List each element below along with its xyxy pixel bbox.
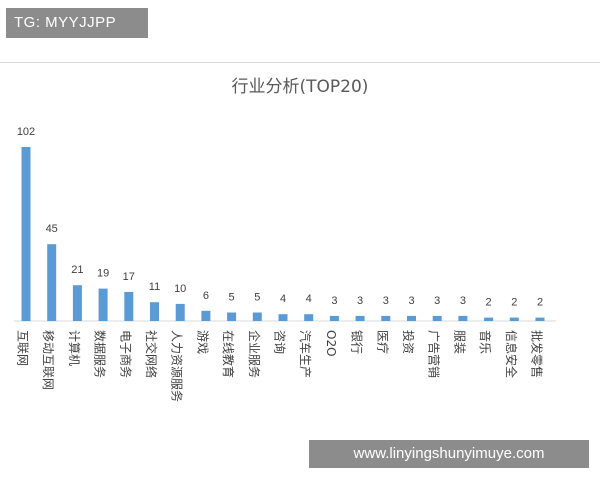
data-label-4: 17	[123, 271, 135, 283]
data-label-16: 3	[434, 295, 440, 307]
data-label-9: 5	[254, 292, 260, 304]
category-label-19: 信息安全	[504, 330, 519, 378]
bar-6	[175, 303, 185, 321]
data-label-18: 2	[486, 297, 492, 309]
category-label-3: 数据服务	[93, 330, 108, 378]
data-label-14: 3	[383, 295, 389, 307]
category-label-4: 电子商务	[118, 330, 133, 378]
chart-title: 行业分析(TOP20)	[232, 77, 369, 97]
category-label-5: 社交网络	[144, 330, 159, 378]
bar-20	[535, 317, 545, 321]
bar-10	[278, 314, 288, 321]
bar-4	[124, 292, 134, 321]
category-label-11: 汽车生产	[298, 330, 313, 378]
data-label-6: 10	[174, 283, 186, 295]
bar-12	[329, 315, 339, 321]
category-label-18: 音乐	[478, 330, 493, 354]
category-label-10: 咨询	[273, 330, 288, 354]
data-label-8: 5	[229, 292, 235, 304]
bar-1	[47, 244, 57, 321]
data-label-17: 3	[460, 295, 466, 307]
data-label-12: 3	[331, 295, 337, 307]
bar-8	[227, 312, 237, 321]
category-label-16: 广告营销	[427, 330, 441, 378]
category-label-20: 批发零售	[530, 330, 545, 378]
data-label-3: 19	[97, 268, 109, 280]
bar-13	[355, 315, 365, 321]
bar-2	[72, 285, 82, 321]
bars-group	[21, 147, 545, 321]
category-label-0: 互联网	[16, 330, 30, 366]
data-label-2: 21	[71, 264, 83, 276]
bar-5	[150, 302, 159, 321]
data-label-11: 4	[306, 293, 312, 305]
data-label-15: 3	[408, 295, 414, 307]
category-label-8: 在线教育	[221, 330, 236, 378]
data-label-0: 102	[17, 126, 35, 138]
category-label-7: 游戏	[195, 330, 209, 354]
data-labels-group: 102 45 21 19 17 11 10 6 5 5 4 4 3 3 3 3 3 3 2 2 2	[17, 126, 543, 309]
bar-18	[484, 317, 494, 321]
category-label-17: 服装	[452, 330, 466, 354]
data-label-13: 3	[357, 295, 363, 307]
bar-14	[381, 315, 391, 321]
category-label-2: 计算机	[67, 330, 82, 366]
category-label-13: 银行	[350, 330, 364, 354]
data-label-1: 45	[46, 223, 58, 235]
watermark-tag: TG: MYYJJPP	[6, 8, 148, 38]
data-label-10: 4	[280, 293, 286, 305]
bar-15	[407, 315, 416, 321]
data-label-20: 2	[537, 297, 543, 309]
bar-9	[252, 312, 262, 321]
bar-19	[509, 317, 519, 321]
bar-17	[458, 315, 468, 321]
bar-16	[432, 315, 442, 321]
category-label-1: 移动互联网	[41, 330, 55, 390]
bar-7	[201, 310, 211, 321]
bar-3	[98, 288, 108, 321]
category-label-14: 医疗	[375, 330, 389, 354]
divider	[0, 62, 600, 63]
data-label-5: 11	[149, 281, 160, 293]
category-labels-group: 互联网 移动互联网 计算机 数据服务 电子商务 社交网络 人力资源服务 游戏 在线教育 企业服务咨…	[16, 330, 545, 402]
bar-11	[304, 314, 314, 321]
data-label-7: 6	[203, 290, 209, 302]
category-label-6: 人力资源服务	[170, 330, 185, 402]
data-label-19: 2	[511, 297, 517, 309]
category-label-9: 企业服务	[247, 330, 262, 378]
category-label-15: 投资	[401, 330, 416, 354]
category-label-12: O2O	[324, 330, 338, 357]
watermark-url: www.linyingshunyimuye.com	[309, 440, 589, 468]
bar-0	[21, 147, 31, 321]
